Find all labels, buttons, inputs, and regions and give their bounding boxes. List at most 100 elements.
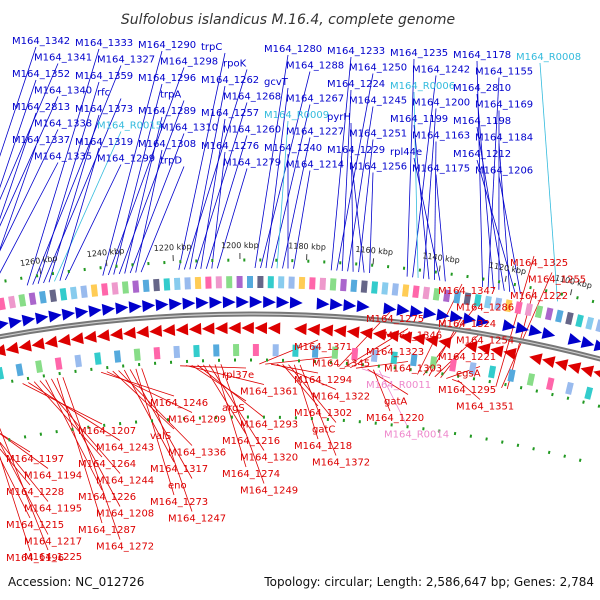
gene-label[interactable]: rpoK xyxy=(223,59,247,70)
gene-label[interactable]: M164_1346 xyxy=(384,331,442,342)
gene-label[interactable]: M164_1245 xyxy=(349,96,407,107)
gene-label[interactable]: rpl37e xyxy=(222,370,254,381)
gene-label[interactable]: M164_1233 xyxy=(327,46,385,57)
rna-gene-label[interactable]: M164_R0006 xyxy=(390,81,455,92)
gene-label[interactable]: M164_1322 xyxy=(312,392,370,403)
gene-label[interactable]: gcvT xyxy=(264,77,289,88)
gene-label[interactable]: M164_1255 xyxy=(528,275,586,286)
gene-label[interactable]: M164_1317 xyxy=(150,464,208,475)
gene-label[interactable]: valS xyxy=(150,431,171,442)
gene-label[interactable]: M164_1220 xyxy=(366,413,424,424)
gene-label[interactable]: M164_1324 xyxy=(438,319,496,330)
gene-label[interactable]: M164_1273 xyxy=(150,497,208,508)
gene-label[interactable]: M164_1340 xyxy=(34,86,92,97)
gene-label[interactable]: M164_1242 xyxy=(412,65,470,76)
gene-label[interactable]: M164_1268 xyxy=(223,92,281,103)
gene-label[interactable]: M164_1279 xyxy=(223,158,281,169)
gene-label[interactable]: M164_1217 xyxy=(24,537,82,548)
gene-label[interactable]: M164_1336 xyxy=(168,448,226,459)
gene-label[interactable]: M164_2810 xyxy=(453,83,511,94)
gene-label[interactable]: rfc xyxy=(97,88,110,99)
gene-label[interactable]: M164_1260 xyxy=(223,125,281,136)
gene-label[interactable]: M164_1342 xyxy=(12,36,70,47)
gene-label[interactable]: M164_1206 xyxy=(475,166,533,177)
gene-label[interactable]: M164_1163 xyxy=(412,131,470,142)
gene-label[interactable]: M164_1272 xyxy=(96,542,154,553)
gene-label[interactable]: M164_1288 xyxy=(286,61,344,72)
gene-label[interactable]: M164_1250 xyxy=(349,63,407,74)
gene-label[interactable]: M164_1347 xyxy=(438,286,496,297)
gene-label[interactable]: M164_1226 xyxy=(78,492,136,503)
gene-label[interactable]: M164_1249 xyxy=(240,486,298,497)
gene-label[interactable]: M164_2813 xyxy=(12,102,70,113)
gene-label[interactable]: M164_1333 xyxy=(75,38,133,49)
gene-label[interactable]: M164_1373 xyxy=(75,104,133,115)
rna-gene-label[interactable]: M164_R0011 xyxy=(366,380,431,391)
gene-label[interactable]: trpA xyxy=(160,90,181,101)
gene-label[interactable]: trpC xyxy=(201,42,222,53)
gene-label[interactable]: M164_1308 xyxy=(138,139,196,150)
gene-label[interactable]: M164_1299 xyxy=(97,154,155,165)
gene-label[interactable]: M164_1208 xyxy=(96,509,154,520)
gene-label[interactable]: M164_1246 xyxy=(150,398,208,409)
gene-label[interactable]: M164_1293 xyxy=(240,420,298,431)
gene-label[interactable]: M164_1289 xyxy=(138,106,196,117)
gene-label[interactable]: M164_1195 xyxy=(24,504,82,515)
gene-label[interactable]: M164_1345 xyxy=(312,359,370,370)
gene-label[interactable]: M164_1207 xyxy=(78,426,136,437)
gene-label[interactable]: M164_1275 xyxy=(366,314,424,325)
gene-label[interactable]: M164_1295 xyxy=(438,385,496,396)
gene-label[interactable]: M164_1294 xyxy=(294,375,352,386)
gene-label[interactable]: M164_1290 xyxy=(138,40,196,51)
gene-label[interactable]: M164_1287 xyxy=(78,525,136,536)
gene-label[interactable]: M164_1218 xyxy=(294,441,352,452)
gene-label[interactable]: M164_1298 xyxy=(160,57,218,68)
gene-label[interactable]: M164_1225 xyxy=(24,552,82,563)
gene-label[interactable]: egsA xyxy=(456,369,481,380)
gene-label[interactable]: M164_1338 xyxy=(34,119,92,130)
gene-label[interactable]: M164_1352 xyxy=(12,69,70,80)
gene-label[interactable]: M164_1303 xyxy=(384,364,442,375)
gene-label[interactable]: M164_1228 xyxy=(6,487,64,498)
gene-label[interactable]: M164_1155 xyxy=(475,67,533,78)
gene-label[interactable]: M164_1247 xyxy=(168,514,226,525)
gene-label[interactable]: M164_1319 xyxy=(75,137,133,148)
gene-label[interactable]: M164_1169 xyxy=(475,100,533,111)
rna-gene-label[interactable]: M164_R0009 xyxy=(264,110,329,121)
gene-label[interactable]: M164_1184 xyxy=(475,133,533,144)
gene-label[interactable]: M164_1371 xyxy=(294,342,352,353)
rna-gene-label[interactable]: M164_R0015 xyxy=(97,121,162,132)
gene-label[interactable]: rpl44e xyxy=(390,147,422,158)
rna-gene-label[interactable]: M164_R0008 xyxy=(516,52,581,63)
gene-label[interactable]: M164_1251 xyxy=(349,129,407,140)
gene-label[interactable]: M164_1215 xyxy=(6,520,64,531)
gene-label[interactable]: M164_1229 xyxy=(327,145,385,156)
gene-label[interactable]: M164_1227 xyxy=(286,127,344,138)
gene-label[interactable]: M164_1178 xyxy=(453,50,511,61)
gene-label[interactable]: M164_1243 xyxy=(96,443,154,454)
gene-label[interactable]: M164_1216 xyxy=(222,436,280,447)
gene-label[interactable]: M164_1254 xyxy=(456,336,514,347)
gene-label[interactable]: M164_1199 xyxy=(390,114,448,125)
gene-label[interactable]: M164_1212 xyxy=(453,149,511,160)
gene-label[interactable]: M164_1372 xyxy=(312,458,370,469)
gene-label[interactable]: M164_1359 xyxy=(75,71,133,82)
gene-label[interactable]: M164_1280 xyxy=(264,44,322,55)
gene-label[interactable]: gatC xyxy=(312,425,335,436)
gene-label[interactable]: M164_1256 xyxy=(349,162,407,173)
gene-label[interactable]: M164_1200 xyxy=(412,98,470,109)
gene-label[interactable]: M164_1257 xyxy=(201,108,259,119)
gene-label[interactable]: M164_1222 xyxy=(510,291,568,302)
gene-label[interactable]: eno xyxy=(168,481,187,492)
gene-label[interactable]: M164_1351 xyxy=(456,402,514,413)
gene-label[interactable]: M164_1198 xyxy=(453,116,511,127)
gene-label[interactable]: M164_1361 xyxy=(240,387,298,398)
gene-label[interactable]: M164_1274 xyxy=(222,469,280,480)
gene-label[interactable]: M164_1267 xyxy=(286,94,344,105)
gene-label[interactable]: M164_1244 xyxy=(96,476,154,487)
gene-label[interactable]: M164_1320 xyxy=(240,453,298,464)
rna-gene-label[interactable]: M164_R0014 xyxy=(384,430,449,441)
gene-label[interactable]: M164_1335 xyxy=(34,152,92,163)
gene-label[interactable]: M164_1240 xyxy=(264,143,322,154)
gene-label[interactable]: M164_1337 xyxy=(12,135,70,146)
